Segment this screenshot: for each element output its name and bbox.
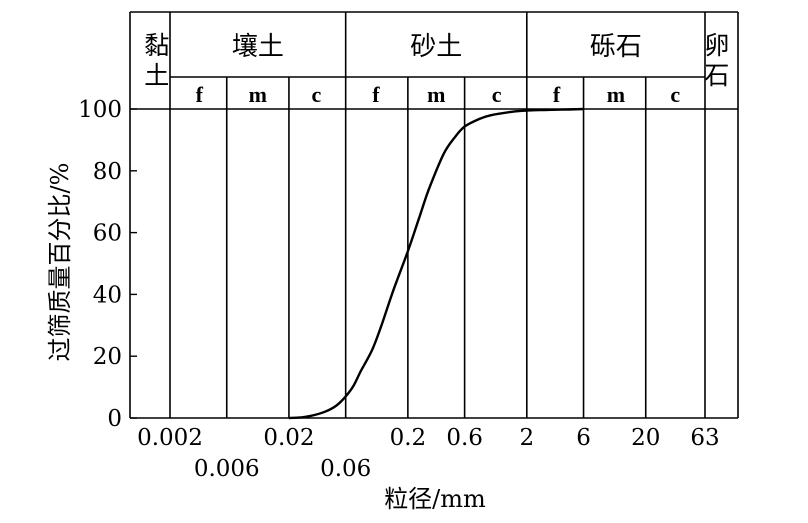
x-tick-label-1: 0.02 — [263, 425, 314, 451]
grading-curve-0 — [288, 107, 584, 420]
x-axis-label: 粒径/mm — [384, 485, 486, 513]
soil-class-2-label: 砂土 — [410, 32, 462, 62]
soil-class-2-sub-m: m — [427, 82, 445, 107]
y-axis-label: 过筛质量百分比/% — [46, 163, 74, 362]
soil-class-0-label-char-0: 黏 — [144, 31, 169, 60]
soil-class-2-sub-c: c — [492, 82, 502, 107]
y-tick-label-60: 60 — [93, 221, 122, 247]
soil-class-3-sub-c: c — [670, 82, 680, 107]
soil-class-1-label: 壤土 — [232, 32, 284, 62]
x-tick-label-0: 0.002 — [137, 425, 203, 451]
y-tick-label-0: 0 — [107, 406, 122, 432]
x-tick-label-3: 0.6 — [446, 425, 483, 451]
soil-class-2-sub-f: f — [372, 82, 380, 107]
curve-layer — [288, 107, 584, 420]
x-tick-label-4: 2 — [519, 425, 534, 451]
x-tick-label-5: 6 — [576, 425, 591, 451]
soil-class-0-label-char-1: 土 — [144, 61, 169, 90]
soil-class-1-sub-f: f — [196, 82, 204, 107]
soil-class-4-label-char-0: 卵 — [704, 31, 729, 60]
x-tick-label-lower-1: 0.06 — [320, 456, 371, 482]
x-tick-label-lower-0: 0.006 — [194, 456, 260, 482]
soil-class-3-label: 砾石 — [590, 32, 642, 62]
x-tick-label-7: 63 — [690, 425, 719, 451]
soil-class-4-label-char-1: 石 — [704, 61, 729, 90]
x-tick-label-6: 20 — [631, 425, 660, 451]
x-tick-label-2: 0.2 — [390, 425, 427, 451]
soil-class-3-sub-f: f — [553, 82, 561, 107]
y-tick-label-100: 100 — [78, 97, 122, 123]
y-tick-label-80: 80 — [93, 159, 122, 185]
soil-class-3-sub-m: m — [607, 82, 625, 107]
axes: 0 20 40 60 80 100 0.002 0.02 0.2 0.6 2 6 20 63 0.006 0.… — [78, 97, 720, 482]
soil-class-1-sub-m: m — [249, 82, 267, 107]
chart-frame — [129, 11, 739, 419]
y-tick-label-20: 20 — [93, 344, 122, 370]
y-tick-label-40: 40 — [93, 282, 122, 308]
soil-class-1-sub-c: c — [312, 82, 322, 107]
